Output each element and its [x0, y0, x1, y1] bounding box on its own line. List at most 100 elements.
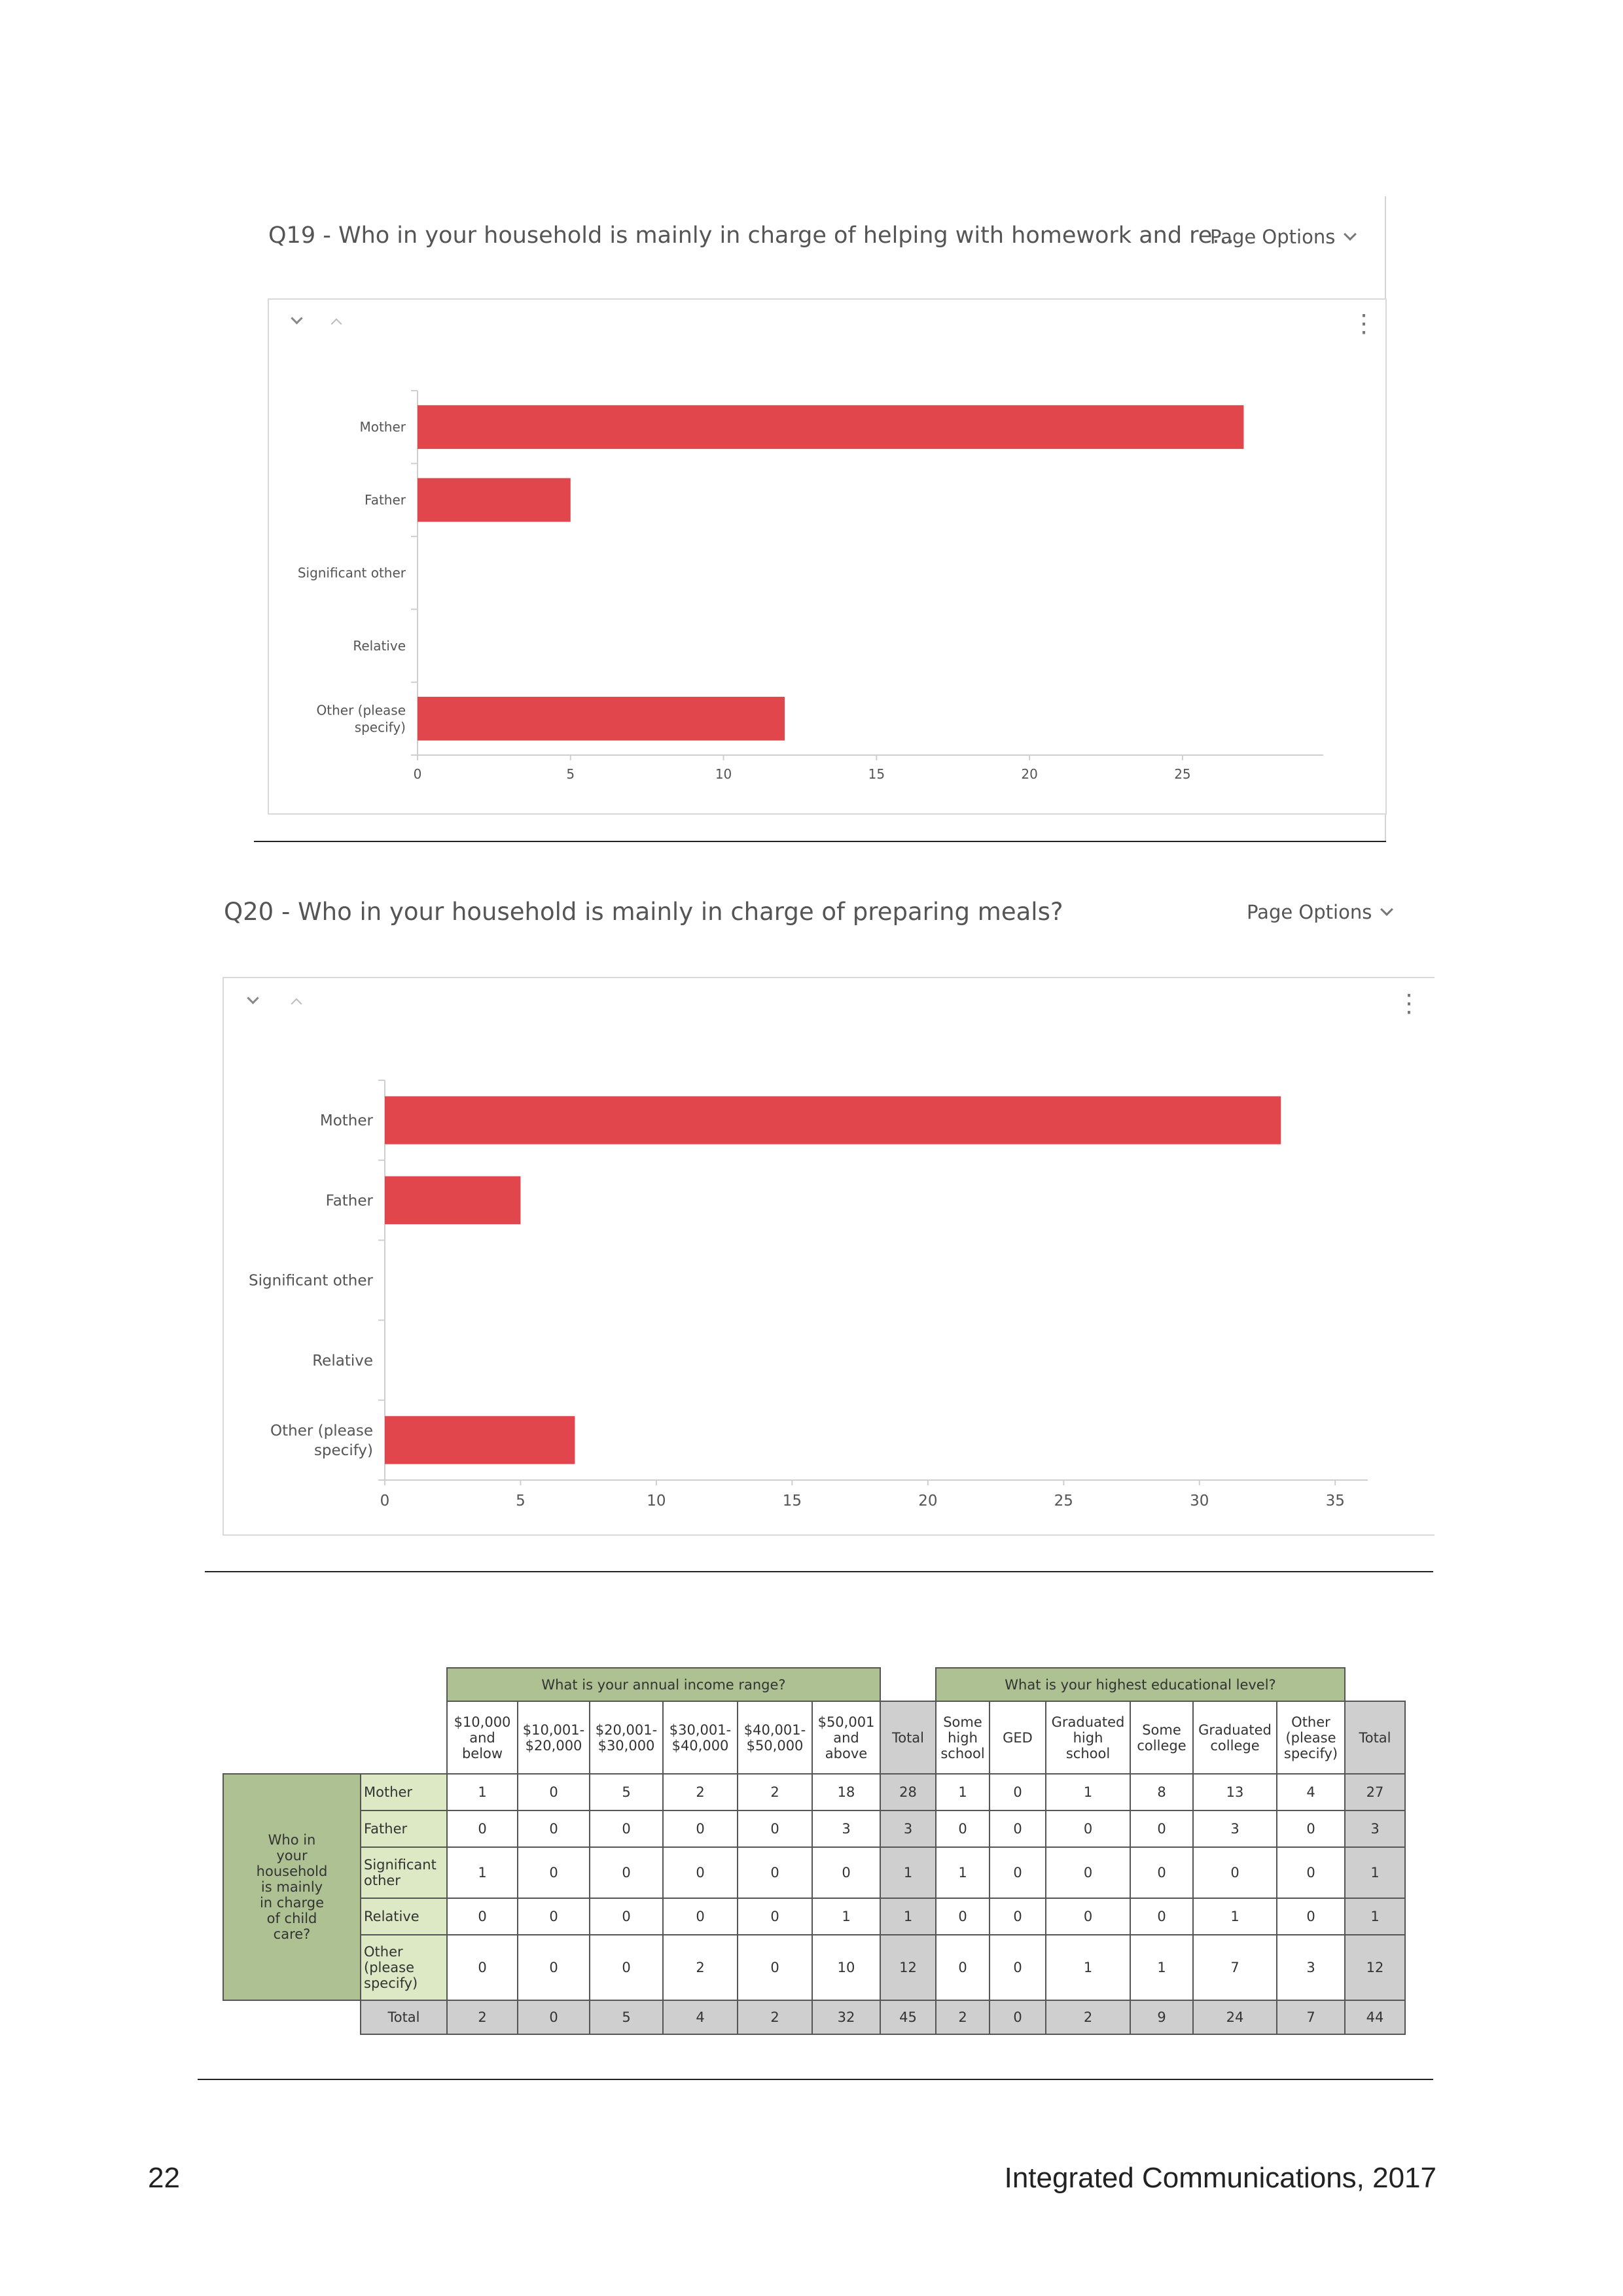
cell: 13	[1192, 1773, 1277, 1811]
education-col-header: Other (please specify)	[1276, 1701, 1346, 1775]
total-cell: 9	[1130, 2000, 1194, 2035]
q19-bar-chart: Mother Father Significant other Relative Oth…	[298, 390, 1323, 782]
category-label: Significant other	[249, 1273, 374, 1290]
cell: 0	[737, 1898, 813, 1935]
cell: 0	[517, 1846, 590, 1899]
cell: 10	[812, 1934, 881, 2001]
x-tick-label: 10	[715, 766, 732, 782]
cell: 3	[1192, 1810, 1277, 1848]
table-row: Other (please specify) 0 0 0 2 0 10 12 0 0 1 1 7 3 12	[223, 1934, 1406, 2001]
table-row: Who in your household is mainly in charg…	[223, 1773, 1406, 2001]
cell: 2	[662, 1934, 738, 2001]
x-tick-label: 5	[566, 766, 575, 782]
more-options-kebab-icon[interactable]: ⋮	[1397, 990, 1421, 1017]
bar-father[interactable]	[418, 478, 571, 522]
page-number: 22	[148, 2162, 180, 2194]
cell: 7	[1192, 1934, 1277, 2001]
cell: 0	[1276, 1846, 1346, 1899]
bar-mother[interactable]	[418, 405, 1244, 450]
cell: 0	[935, 1934, 990, 2001]
publication-credit: Integrated Communications, 2017	[1004, 2162, 1436, 2194]
cell: 0	[737, 1846, 813, 1899]
cell: 0	[517, 1934, 590, 2001]
row-label: Mother	[360, 1773, 448, 1811]
category-label: Significant other	[298, 565, 406, 581]
category-label: Mother	[320, 1112, 374, 1129]
q19-title: Q19 - Who in your household is mainly in…	[268, 222, 1234, 249]
totals-row: Total 2 0 5 4 2 32 45 2 0 2 9 24 7 44	[223, 2000, 1406, 2035]
cell: 0	[589, 1810, 664, 1848]
bar-mother[interactable]	[385, 1096, 1281, 1144]
cell: 0	[989, 1773, 1046, 1811]
grand-total-cell: 44	[1344, 2000, 1406, 2035]
cell: 0	[989, 1934, 1046, 2001]
cell: 1	[1130, 1934, 1194, 2001]
bar-father[interactable]	[385, 1176, 521, 1224]
row-total-cell: 3	[880, 1810, 936, 1848]
x-tick-label: 25	[1174, 766, 1190, 782]
q19-page-options-button[interactable]: Page Options	[1210, 226, 1357, 248]
cell: 0	[662, 1846, 738, 1899]
income-col-header: $30,001- $40,000	[662, 1701, 738, 1775]
cell: 0	[1276, 1898, 1346, 1935]
cell: 0	[989, 1898, 1046, 1935]
education-col-header: Some high school	[935, 1701, 990, 1775]
cell: 0	[589, 1898, 664, 1935]
cell: 0	[1045, 1846, 1131, 1899]
education-col-header: Graduated high school	[1045, 1701, 1131, 1775]
bar-other-please-specify[interactable]	[385, 1416, 575, 1464]
cell: 1	[446, 1846, 518, 1899]
x-tick-label: 15	[868, 766, 885, 782]
cell: 0	[517, 1810, 590, 1848]
cell: 0	[662, 1898, 738, 1935]
income-col-header: $20,001- $30,000	[589, 1701, 664, 1775]
page-options-label: Page Options	[1210, 226, 1336, 248]
x-tick-label: 0	[380, 1492, 390, 1510]
row-total-cell: 1	[1344, 1846, 1406, 1899]
row-total-cell: 1	[880, 1898, 936, 1935]
cell: 0	[1192, 1846, 1277, 1899]
cell: 3	[1276, 1934, 1346, 2001]
row-total-cell: 1	[1344, 1898, 1406, 1935]
income-col-header: $10,001- $20,000	[517, 1701, 590, 1775]
cell: 1	[935, 1846, 990, 1899]
grand-total-cell: 45	[880, 2000, 936, 2035]
cell: 0	[989, 1810, 1046, 1848]
table-divider	[198, 2079, 1433, 2080]
category-label: Relative	[312, 1352, 373, 1369]
cell: 0	[935, 1898, 990, 1935]
category-label: Other (please specify)	[270, 1422, 373, 1459]
income-total-header: Total	[880, 1701, 936, 1775]
x-tick-label: 0	[414, 766, 422, 782]
row-total-cell: 12	[880, 1934, 936, 2001]
total-cell: 4	[662, 2000, 738, 2035]
income-col-header: $50,001 and above	[812, 1701, 881, 1775]
q20-divider	[205, 1571, 1433, 1572]
x-tick-label: 20	[1021, 766, 1037, 782]
bar-other-please-specify[interactable]	[418, 696, 785, 741]
x-tick-label: 15	[783, 1492, 802, 1510]
row-label: Significant other	[360, 1846, 448, 1899]
total-cell: 7	[1276, 2000, 1346, 2035]
x-tick-label: 20	[918, 1492, 937, 1510]
cell: 0	[517, 1898, 590, 1935]
more-options-kebab-icon[interactable]: ⋮	[1351, 310, 1376, 338]
cell: 0	[446, 1934, 518, 2001]
total-cell: 0	[517, 2000, 590, 2035]
cell: 8	[1130, 1773, 1194, 1811]
row-label: Relative	[360, 1898, 448, 1935]
cell: 0	[1276, 1810, 1346, 1848]
cell: 0	[935, 1810, 990, 1848]
q20-page-options-button[interactable]: Page Options	[1247, 901, 1394, 923]
row-label: Other (please specify)	[360, 1934, 448, 2001]
x-tick-label: 35	[1326, 1492, 1345, 1510]
income-col-header: $40,001- $50,000	[737, 1701, 813, 1775]
table-row: Relative 0 0 0 0 0 1 1 0 0 0 0 1 0 1	[223, 1898, 1406, 1935]
cell: 1	[812, 1898, 881, 1935]
x-tick-label: 10	[647, 1492, 666, 1510]
x-tick-label: 5	[516, 1492, 526, 1510]
cell: 0	[446, 1810, 518, 1848]
cell: 18	[812, 1773, 881, 1811]
education-col-header: Graduated college	[1192, 1701, 1277, 1775]
cell: 4	[1276, 1773, 1346, 1811]
